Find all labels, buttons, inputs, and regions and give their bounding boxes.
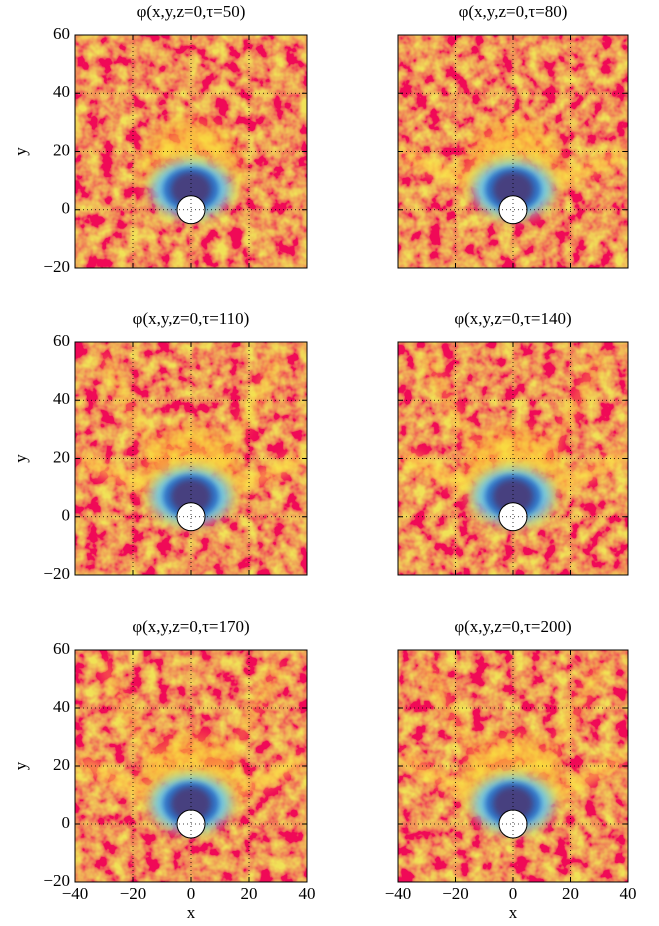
heatmap-ray: [423, 662, 603, 783]
heatmap-image: [75, 650, 307, 882]
x-tick-label: −20: [120, 884, 147, 903]
y-axis-label: y: [11, 454, 30, 463]
panel: φ(x,y,z=0,τ=140): [397, 309, 629, 576]
x-tick-label: 0: [187, 884, 196, 903]
y-tick-label: 60: [53, 639, 70, 658]
x-tick-label: −40: [385, 884, 412, 903]
panel-title: φ(x,y,z=0,τ=110): [133, 309, 250, 328]
x-tick-label: 40: [620, 884, 637, 903]
axes-frame: [397, 341, 629, 576]
panel: −20 0 20 40 60 φ(x,y,z=0,τ=110) y: [11, 309, 308, 583]
x-tick-label: 40: [299, 884, 316, 903]
heatmap-core: [171, 479, 211, 514]
y-tick-label: 40: [53, 697, 70, 716]
y-tick-label: 40: [53, 82, 70, 101]
axes-frame: [397, 34, 629, 269]
y-axis-label: y: [11, 761, 30, 770]
y-tick-label: 0: [62, 199, 71, 218]
panel-title: φ(x,y,z=0,τ=170): [132, 617, 249, 636]
y-tick-label: 40: [53, 389, 70, 408]
heatmap-core: [493, 479, 533, 514]
x-tick-label: 0: [509, 884, 518, 903]
panel: −20 0 20 40 60 φ(x,y,z=0,τ=50) y: [11, 2, 308, 276]
y-tick-label: 20: [53, 755, 70, 774]
y-tick-label: 0: [62, 506, 71, 525]
y-tick-label: 20: [53, 447, 70, 466]
axes-frame: [74, 34, 308, 269]
x-tick-label: 20: [241, 884, 258, 903]
panel: φ(x,y,z=0,τ=80): [397, 2, 629, 269]
y-tick-label: 0: [62, 813, 71, 832]
y-axis-label: y: [11, 147, 30, 156]
axes-frame: [74, 649, 308, 883]
panel-title: φ(x,y,z=0,τ=80): [459, 2, 568, 21]
axes-frame: [74, 341, 308, 576]
panel-title: φ(x,y,z=0,τ=200): [454, 617, 571, 636]
y-tick-label: 20: [53, 140, 70, 159]
x-axis-label: x: [509, 903, 518, 922]
heatmap-core: [493, 786, 533, 821]
x-axis-label: x: [187, 903, 196, 922]
heatmap-ray: [100, 354, 282, 476]
panel-title: φ(x,y,z=0,τ=140): [454, 309, 571, 328]
heatmap-ray: [100, 662, 282, 783]
panel-title: φ(x,y,z=0,τ=50): [137, 2, 246, 21]
y-tick-label: −20: [43, 564, 70, 583]
heatmap-core: [171, 786, 211, 821]
x-tick-label: −20: [442, 884, 469, 903]
y-tick-label: −20: [43, 257, 70, 276]
heatmap-ray: [423, 354, 603, 476]
y-tick-label: 60: [53, 331, 70, 350]
y-tick-label: −20: [43, 871, 70, 890]
heatmap-image: [75, 342, 307, 575]
heatmap-image: [398, 342, 628, 575]
heatmap-core: [171, 172, 211, 207]
axes-frame: [397, 649, 629, 883]
x-tick-label: −40: [62, 884, 89, 903]
x-tick-label: 20: [562, 884, 579, 903]
panel: −40 −20 0 20 40 φ(x,y,z=0,τ=200) x: [385, 617, 637, 922]
y-tick-label: 60: [53, 24, 70, 43]
heatmap-core: [493, 172, 533, 207]
